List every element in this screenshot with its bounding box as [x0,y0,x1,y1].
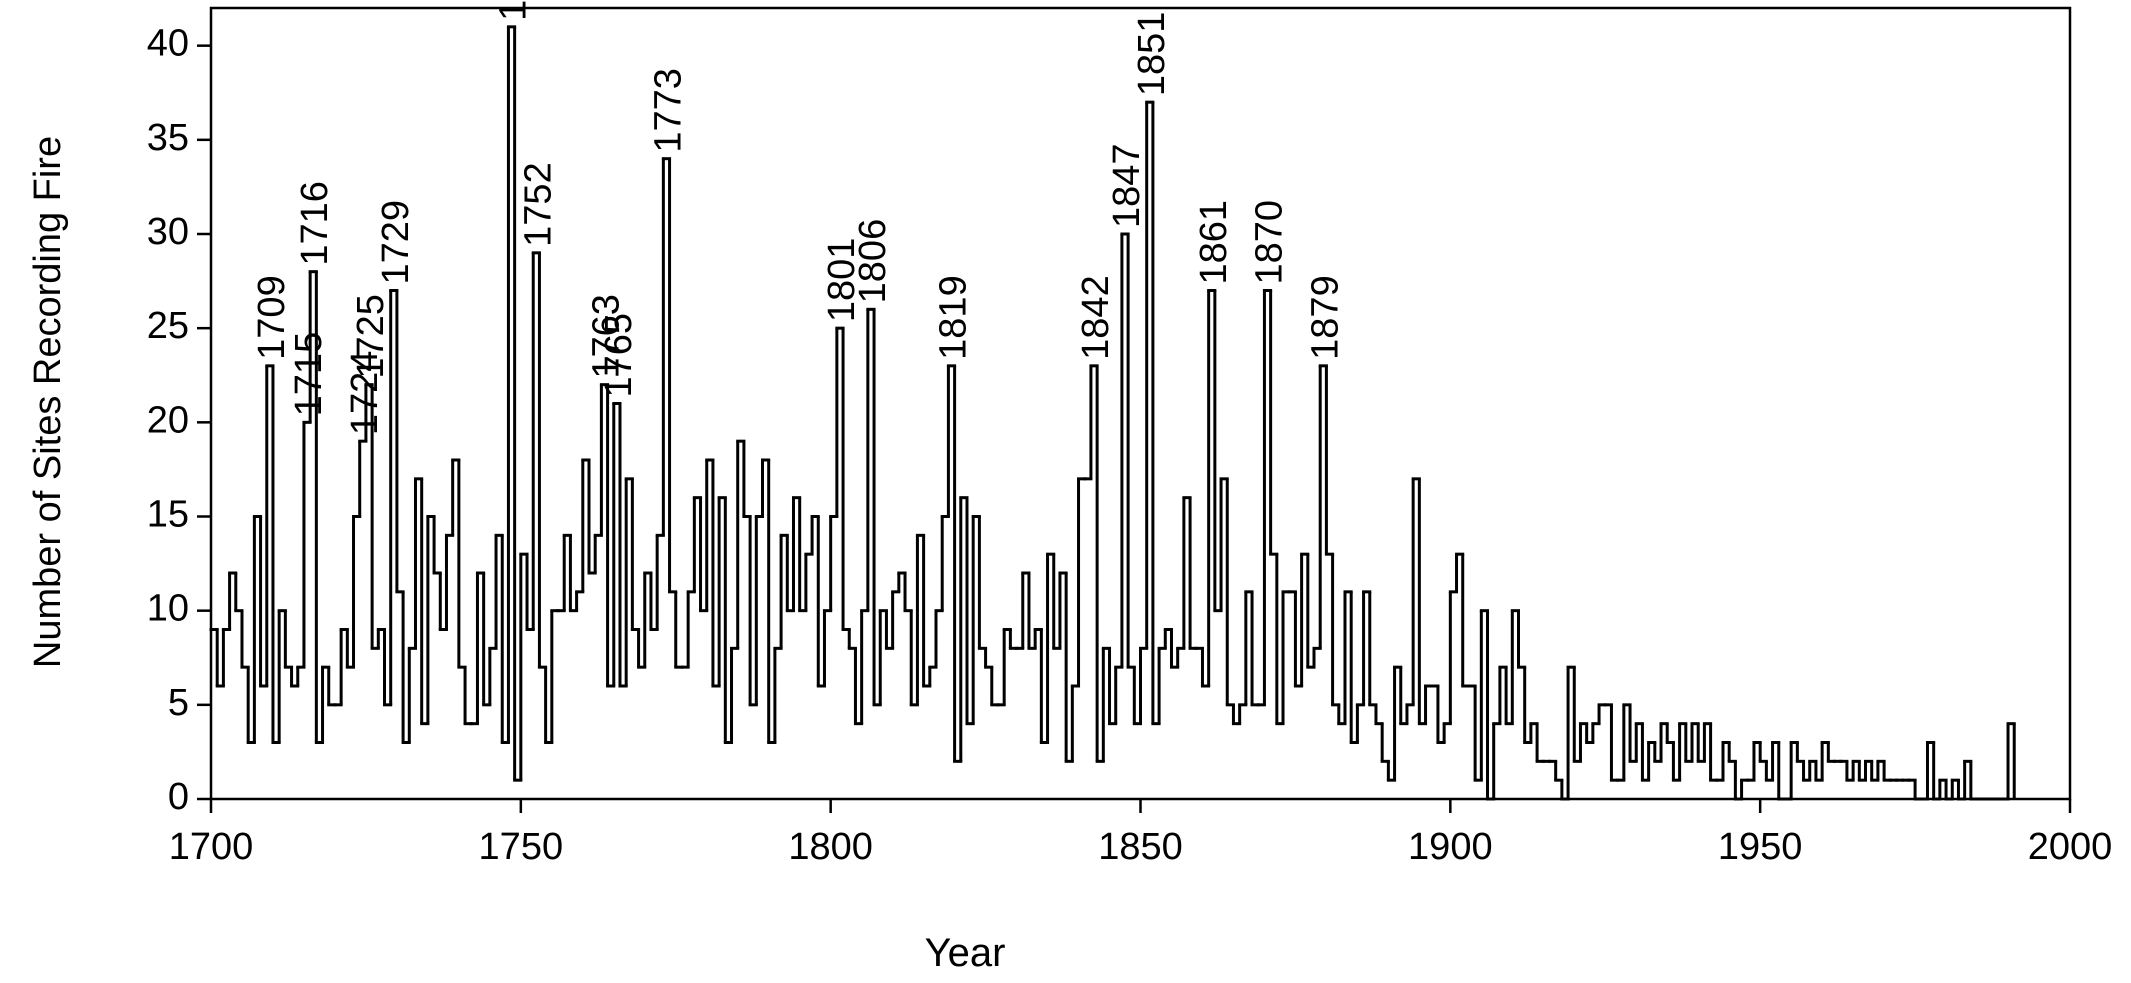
y-tick-label: 40 [147,23,189,65]
peak-label: 1851 [1131,12,1173,97]
y-tick-label: 20 [147,399,189,441]
peak-label: 1847 [1106,143,1148,228]
peak-label: 1801 [821,238,863,323]
y-tick-label: 5 [168,682,189,724]
x-tick-label: 1800 [788,826,873,868]
peak-label: 1806 [852,219,894,304]
peak-label: 1861 [1193,200,1235,285]
peak-label: 1724 [344,351,386,436]
y-tick-label: 10 [147,588,189,630]
peak-label: 1842 [1075,275,1117,360]
x-axis-label: Year [925,931,1006,975]
peak-label: 1729 [375,200,417,285]
peak-label: 1763 [585,294,627,379]
peak-label: 1709 [251,275,293,360]
y-tick-label: 35 [147,117,189,159]
peak-label: 1765 [598,313,640,398]
peak-label: 1819 [933,275,975,360]
y-tick-label: 30 [147,211,189,253]
y-tick-label: 25 [147,305,189,347]
x-tick-label: 1900 [1408,826,1493,868]
peak-label: 1870 [1249,200,1291,285]
x-tick-label: 2000 [2028,826,2113,868]
peak-label: 1725 [350,294,392,379]
x-tick-label: 1700 [169,826,254,868]
peak-label: 1879 [1304,275,1346,360]
peak-label: 1773 [647,68,689,153]
y-tick-label: 15 [147,494,189,536]
x-tick-label: 1850 [1098,826,1183,868]
x-tick-label: 1950 [1718,826,1803,868]
peak-label: 1748 [493,0,535,21]
y-axis-label: Number of Sites Recording Fire [27,136,69,668]
peak-label: 1752 [517,162,559,247]
x-tick-label: 1750 [479,826,564,868]
peak-label: 1716 [294,181,336,266]
peak-label: 1715 [288,332,330,417]
y-tick-label: 0 [168,776,189,818]
